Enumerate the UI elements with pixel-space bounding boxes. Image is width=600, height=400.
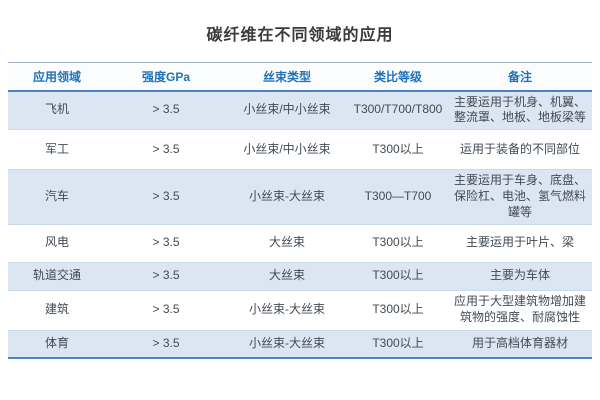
cell-grade: T300—T700: [364, 188, 432, 203]
col-header-grade: 类比等级: [373, 69, 422, 84]
cell-note: 主要为车体: [489, 268, 550, 283]
cell-tow: 大丝束: [268, 235, 305, 250]
cell-grade: T300以上: [372, 235, 424, 250]
cell-field: 轨道交通: [32, 268, 81, 283]
cell-note: 应用于大型建筑物增加建筑物的强度、耐腐蚀性: [453, 294, 586, 325]
table-row-rail-transit: 轨道交通 > 3.5 大丝束 T300以上 主要为车体: [8, 262, 592, 291]
table-row-construction: 建筑 > 3.5 小丝束-大丝束 T300以上 应用于大型建筑物增加建筑物的强度…: [8, 290, 592, 331]
cell-grade: T300以上: [372, 268, 424, 283]
cell-tow: 小丝束/中小丝束: [243, 102, 331, 117]
cell-grade: T300/T700/T800: [353, 102, 443, 117]
cell-grade: T300以上: [372, 335, 424, 350]
cell-note: 主要运用于叶片、梁: [465, 235, 574, 250]
header-row: 应用领域 强度GPa 丝束类型 类比等级 备注: [8, 62, 592, 91]
cell-strength: > 3.5: [152, 188, 180, 203]
cell-strength: > 3.5: [152, 335, 180, 350]
col-header-tow: 丝束类型: [262, 69, 311, 84]
cell-tow: 大丝束: [268, 268, 305, 283]
col-header-field: 应用领域: [32, 69, 81, 84]
table-row-aircraft: 飞机 > 3.5 小丝束/中小丝束 T300/T700/T800 主要运用于机身…: [8, 90, 592, 130]
cell-field: 飞机: [44, 102, 69, 117]
cell-note: 运用于装备的不同部位: [459, 141, 580, 156]
cell-strength: > 3.5: [152, 302, 180, 317]
cell-tow: 小丝束-大丝束: [249, 302, 325, 317]
col-header-note: 备注: [507, 69, 532, 84]
cell-strength: > 3.5: [152, 102, 180, 117]
table-row-wind-power: 风电 > 3.5 大丝束 T300以上 主要运用于叶片、梁: [8, 224, 592, 263]
cell-field: 风电: [44, 235, 69, 250]
cell-strength: > 3.5: [152, 268, 180, 283]
cell-note: 主要运用于车身、底盘、保险杠、电池、氢气燃料罐等: [453, 173, 586, 219]
cell-field: 汽车: [44, 188, 69, 203]
cell-strength: > 3.5: [152, 141, 180, 156]
page-title: 碳纤维在不同领域的应用: [206, 27, 394, 44]
applications-table: 应用领域 强度GPa 丝束类型 类比等级 备注 飞机 > 3.5 小丝束/中小丝…: [8, 62, 592, 360]
cell-tow: 小丝束/中小丝束: [243, 141, 331, 156]
cell-note: 用于高档体育器材: [471, 335, 568, 350]
cell-tow: 小丝束-大丝束: [249, 335, 325, 350]
cell-field: 军工: [44, 141, 69, 156]
table-row-military: 军工 > 3.5 小丝束/中小丝束 T300以上 运用于装备的不同部位: [8, 129, 592, 170]
cell-grade: T300以上: [372, 141, 424, 156]
cell-field: 体育: [44, 335, 69, 350]
cell-note: 主要运用于机身、机翼、整流罩、地板、地板梁等: [453, 94, 586, 125]
table-row-automotive: 汽车 > 3.5 小丝束-大丝束 T300—T700 主要运用于车身、底盘、保险…: [8, 169, 592, 225]
cell-tow: 小丝束-大丝束: [249, 188, 325, 203]
col-header-strength: 强度GPa: [141, 69, 190, 84]
cell-field: 建筑: [44, 302, 69, 317]
cell-strength: > 3.5: [152, 235, 180, 250]
table-row-sports: 体育 > 3.5 小丝束-大丝束 T300以上 用于高档体育器材: [8, 330, 592, 359]
cell-grade: T300以上: [372, 302, 424, 317]
